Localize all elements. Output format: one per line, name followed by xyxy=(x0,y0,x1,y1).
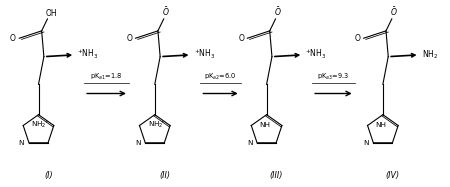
Text: (III): (III) xyxy=(270,171,283,180)
Text: (I): (I) xyxy=(44,171,53,180)
Text: pK$_{a1}$=1.8: pK$_{a1}$=1.8 xyxy=(90,72,122,82)
Text: O: O xyxy=(10,34,16,43)
Text: pK$_{a2}$=6.0: pK$_{a2}$=6.0 xyxy=(204,72,237,82)
Text: N: N xyxy=(247,140,252,146)
Text: $^{+}$NH$_3$: $^{+}$NH$_3$ xyxy=(306,48,327,61)
Text: (II): (II) xyxy=(159,171,170,180)
Text: $\bar{O}$: $\bar{O}$ xyxy=(391,5,398,18)
Text: (IV): (IV) xyxy=(386,171,400,180)
Text: $\bar{O}$: $\bar{O}$ xyxy=(274,5,282,18)
Text: O: O xyxy=(238,34,244,43)
Text: $^{+}$NH$_3$: $^{+}$NH$_3$ xyxy=(77,48,99,61)
Text: pK$_{a3}$=9.3: pK$_{a3}$=9.3 xyxy=(317,72,350,82)
Text: NH$_2$: NH$_2$ xyxy=(31,119,47,130)
Text: O: O xyxy=(126,34,132,43)
Text: N: N xyxy=(135,140,140,146)
Text: N: N xyxy=(363,140,369,146)
Text: O: O xyxy=(355,34,360,43)
Text: N: N xyxy=(19,140,24,146)
Text: NH$_2$: NH$_2$ xyxy=(422,49,438,61)
Text: $^{+}$NH$_3$: $^{+}$NH$_3$ xyxy=(194,48,215,61)
Text: $^{+}$: $^{+}$ xyxy=(160,120,165,125)
Text: OH: OH xyxy=(46,9,58,18)
Text: $\bar{O}$: $\bar{O}$ xyxy=(162,5,170,18)
Text: NH: NH xyxy=(259,122,270,128)
Text: NH$_2$: NH$_2$ xyxy=(148,119,163,130)
Text: $^{+}$: $^{+}$ xyxy=(44,120,49,125)
Text: NH: NH xyxy=(376,122,387,128)
